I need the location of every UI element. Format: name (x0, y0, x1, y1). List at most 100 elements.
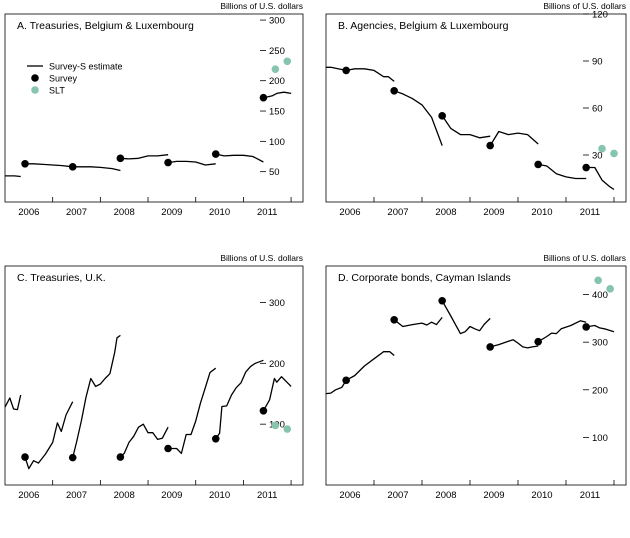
legend-label: SLT (49, 86, 65, 96)
survey-point (534, 160, 542, 169)
series-line-segment (393, 316, 443, 328)
survey-point (486, 141, 494, 150)
survey-point (68, 163, 77, 171)
x-tick-label: 2011 (580, 490, 600, 501)
legend-label: Survey-S estimate (49, 62, 123, 72)
slt-point (594, 276, 602, 285)
units-label: Billions of U.S. dollars (543, 1, 626, 11)
series-line-segment (25, 163, 73, 168)
x-tick-label: 2007 (66, 207, 87, 218)
series-line-segment (537, 320, 587, 343)
x-tick-label: 2009 (161, 490, 182, 501)
x-tick-label: 2006 (339, 490, 360, 501)
series-line-segment (72, 334, 121, 458)
survey-point (21, 453, 29, 461)
x-tick-label: 2006 (18, 490, 39, 501)
panel-b: Billions of U.S. dollars B. Agencies, Bel… (325, 1, 627, 218)
x-tick-label: 2007 (387, 490, 408, 501)
series-line-segment (168, 160, 216, 166)
x-tick-label: 2008 (435, 207, 456, 218)
series-line-segment (490, 339, 539, 349)
units-label: Billions of U.S. dollars (220, 253, 303, 263)
panel-title: B. Agencies, Belgium & Luxembourg (338, 20, 509, 32)
survey-point (342, 376, 350, 385)
panel-d: Billions of U.S. dollars D. Corporate bon… (325, 253, 627, 501)
survey-point (164, 444, 172, 453)
series-line-segment (215, 153, 264, 163)
slt-point (283, 57, 292, 66)
series-line-segment (586, 166, 615, 191)
x-tick-label: 2006 (18, 207, 39, 218)
x-tick-label: 2009 (483, 207, 504, 218)
x-tick-label: 2009 (483, 490, 504, 501)
survey-point (116, 453, 125, 461)
survey-point (21, 159, 29, 168)
y-tick-label: 90 (592, 57, 603, 68)
units-label: Billions of U.S. dollars (220, 1, 303, 11)
slt-point (610, 149, 618, 158)
y-tick-label: 200 (592, 385, 608, 396)
slt-point (606, 285, 614, 293)
x-tick-label: 2008 (435, 490, 456, 501)
survey-point (211, 150, 220, 158)
survey-point (534, 337, 542, 346)
panel-a: Billions of U.S. dollars A. Treasuries, B… (4, 1, 304, 218)
series-line-segment (24, 401, 74, 470)
series-line-segment (4, 394, 22, 411)
y-tick-label: 200 (269, 359, 285, 370)
y-tick-label: 400 (592, 290, 608, 301)
slt-point (598, 144, 606, 153)
series-line-segment (72, 166, 121, 172)
series-line-segment (5, 175, 21, 178)
legend-survey-swatch (31, 74, 39, 82)
x-tick-label: 2010 (531, 490, 552, 501)
survey-point (582, 163, 590, 172)
series-line-segment (326, 66, 395, 82)
y-tick-label: 200 (269, 76, 285, 87)
series-line-segment (586, 324, 615, 333)
y-tick-label: 300 (269, 298, 285, 309)
series-line-segment (489, 130, 539, 146)
survey-point (259, 93, 268, 102)
y-tick-label: 50 (269, 167, 280, 178)
x-tick-label: 2006 (339, 207, 360, 218)
series-line-segment (441, 300, 491, 335)
x-tick-label: 2008 (114, 490, 135, 501)
series-line-segment (325, 351, 395, 395)
y-tick-label: 300 (592, 338, 608, 349)
series-line-segment (215, 359, 264, 440)
plot-frame (4, 265, 304, 486)
x-tick-label: 2007 (387, 207, 408, 218)
series-line-segment (120, 154, 169, 160)
series-line-segment (538, 163, 587, 180)
legend: Survey-S estimate Survey SLT (27, 62, 123, 96)
panel-title: D. Corporate bonds, Cayman Islands (338, 272, 511, 284)
series-line-segment (262, 376, 292, 412)
series-line-segment (119, 423, 169, 458)
x-tick-label: 2010 (531, 207, 552, 218)
x-tick-label: 2011 (257, 207, 277, 218)
survey-point (390, 315, 398, 324)
survey-point (486, 343, 494, 351)
series-line-segment (168, 367, 217, 455)
plot-frame (4, 13, 304, 203)
x-tick-label: 2007 (66, 490, 87, 501)
series-line-segment (393, 90, 443, 146)
y-tick-label: 300 (269, 16, 285, 27)
x-tick-label: 2009 (161, 207, 182, 218)
units-label: Billions of U.S. dollars (543, 253, 626, 263)
survey-point (342, 66, 350, 75)
x-tick-label: 2011 (580, 207, 600, 218)
legend-slt-swatch (31, 86, 39, 94)
plot-frame (325, 13, 627, 203)
legend-label: Survey (49, 74, 78, 84)
y-tick-label: 100 (592, 433, 608, 444)
y-tick-label: 30 (592, 151, 603, 162)
slt-point (271, 421, 280, 430)
x-tick-label: 2008 (114, 207, 135, 218)
series-line-segment (263, 91, 292, 99)
survey-point (390, 86, 398, 95)
panel-title: A. Treasuries, Belgium & Luxembourg (17, 20, 194, 32)
series-line-segment (441, 115, 491, 139)
